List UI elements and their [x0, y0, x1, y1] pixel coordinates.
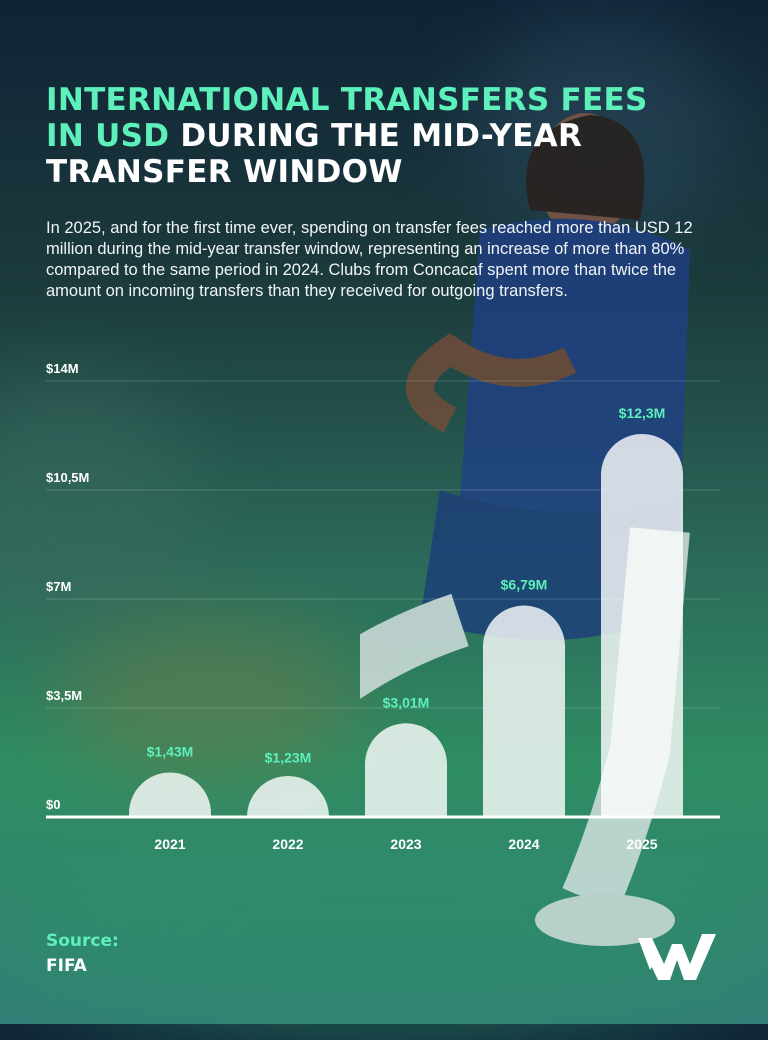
title-accent: INTERNATIONAL TRANSFERS FEES IN USD [46, 82, 648, 154]
bar [601, 433, 683, 817]
y-axis-ticks: $0 $3,5M $7M $10,5M $14M [46, 361, 89, 812]
y-tick-label: $3,5M [46, 688, 82, 703]
title-rest: DURING THE MID-YEAR TRANSFER WINDOW [46, 118, 583, 190]
bar [247, 776, 329, 817]
x-tick-label: 2023 [390, 836, 421, 852]
bars: $1,43M $1,23M $3,01M $6,79M $12,3M [129, 405, 683, 817]
page-title: INTERNATIONAL TRANSFERS FEES IN USD DURI… [46, 82, 666, 190]
data-label: $6,79M [501, 577, 548, 593]
y-tick-label: $10,5M [46, 470, 89, 485]
bar [365, 723, 447, 817]
source-value: FIFA [46, 956, 87, 976]
data-label: $12,3M [619, 405, 666, 421]
x-tick-label: 2022 [272, 836, 303, 852]
x-tick-label: 2021 [154, 836, 185, 852]
source-label: Source: [46, 931, 119, 951]
w-logo-icon [638, 934, 716, 980]
bar-chart: $0$3,5M$7M$10,5M$14M $1,43M $1,23M$3,01M$… [46, 361, 720, 852]
intro-text: In 2025, and for the first time ever, sp… [46, 219, 693, 300]
bar [483, 605, 565, 817]
data-label: $3,01M [383, 694, 430, 710]
x-tick-label: 2024 [508, 836, 539, 852]
x-tick-label: 2025 [626, 836, 657, 852]
x-axis-labels: 2021 2022 2023 2024 2025 [154, 836, 657, 852]
y-tick-label: $14M [46, 361, 79, 376]
y-tick-label: $0 [46, 797, 60, 812]
data-label: $1,23M [265, 750, 312, 766]
data-label: $1,43M [147, 743, 194, 759]
bar [129, 772, 211, 817]
y-tick-label: $7M [46, 579, 71, 594]
